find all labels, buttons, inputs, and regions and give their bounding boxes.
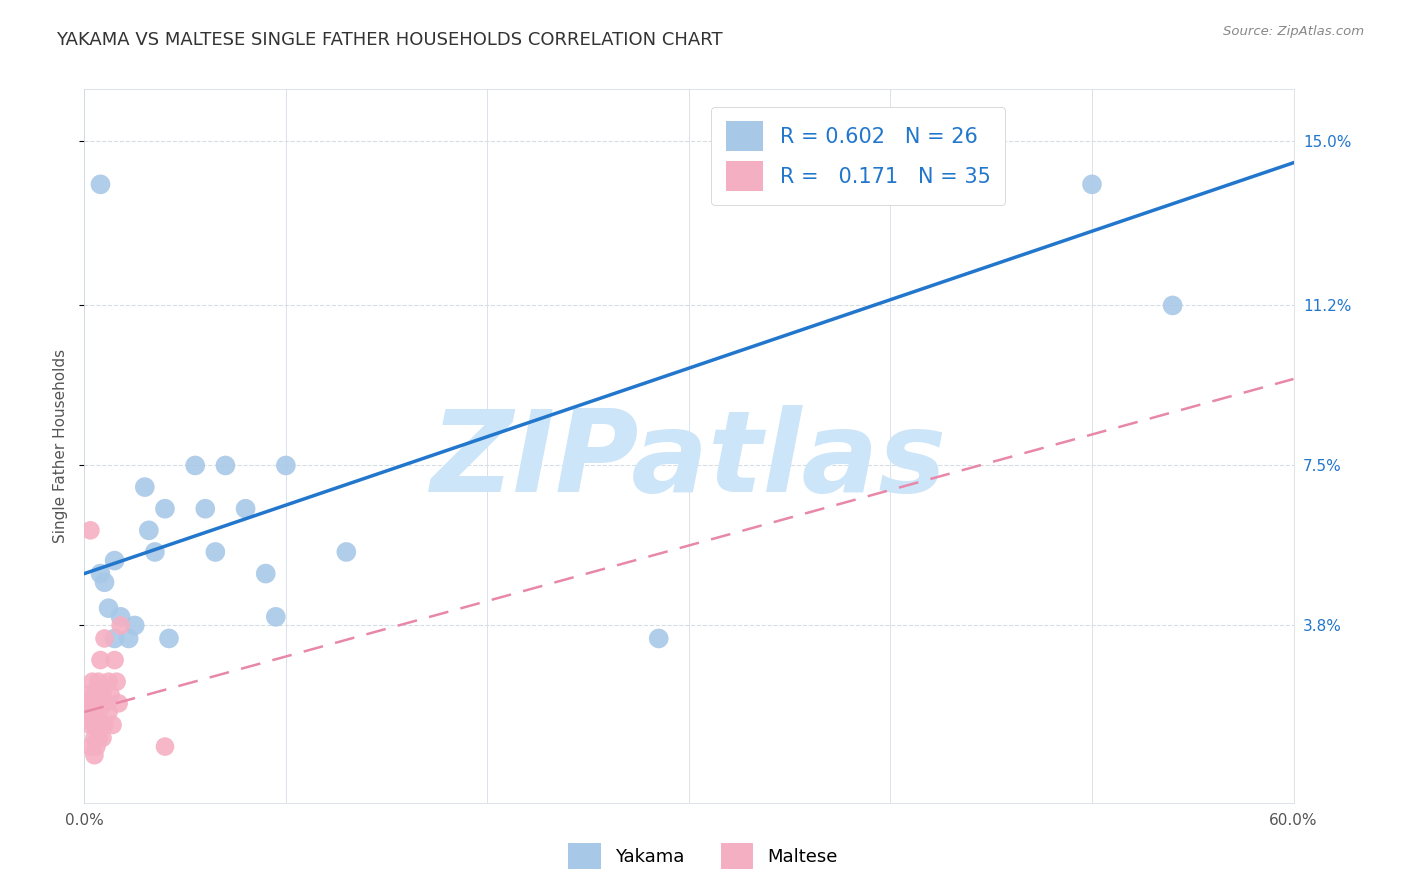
Point (104, 553, 127, 567)
Point (93, 632, 115, 646)
Point (87, 705, 110, 719)
Point (104, 632, 127, 646)
Legend: Yakama, Maltese: Yakama, Maltese (561, 836, 845, 876)
Point (83, 731, 105, 745)
Point (107, 696, 129, 710)
Point (105, 674, 128, 689)
Point (93, 718, 115, 732)
Point (118, 632, 141, 646)
Point (214, 458, 236, 473)
Point (87, 731, 110, 745)
Point (235, 501, 257, 516)
Point (184, 458, 207, 473)
Point (89, 566, 111, 581)
Point (79, 696, 101, 710)
Point (79, 718, 101, 732)
Point (97, 674, 120, 689)
Point (204, 545, 226, 559)
Point (153, 739, 176, 754)
Point (254, 566, 277, 581)
Point (104, 653, 127, 667)
Point (87, 674, 110, 689)
Point (134, 480, 156, 494)
Point (97, 601, 120, 615)
Point (143, 545, 166, 559)
Point (86, 696, 108, 710)
Point (124, 618, 146, 632)
Point (79, 524, 101, 538)
Point (91, 688, 114, 702)
Point (89, 718, 111, 732)
Point (335, 545, 357, 559)
Point (77, 705, 100, 719)
Point (1161, 298, 1184, 312)
Point (110, 618, 132, 632)
Point (93, 575, 115, 590)
Point (138, 524, 160, 538)
Point (274, 458, 297, 473)
Point (86, 718, 108, 732)
Point (89, 696, 111, 710)
Point (100, 688, 122, 702)
Text: ZIPatlas: ZIPatlas (430, 405, 948, 516)
Point (91, 731, 114, 745)
Point (83, 748, 105, 763)
Point (194, 501, 217, 516)
Point (264, 610, 287, 624)
Point (83, 718, 105, 732)
Point (157, 632, 180, 646)
Point (86, 739, 108, 754)
Point (89, 653, 111, 667)
Point (89, 178, 111, 192)
Point (77, 688, 100, 702)
Y-axis label: Single Father Households: Single Father Households (53, 349, 69, 543)
Point (153, 501, 176, 516)
Point (93, 696, 115, 710)
Point (101, 718, 124, 732)
Point (82, 705, 104, 719)
Point (83, 688, 105, 702)
Point (1081, 178, 1104, 192)
Text: YAKAMA VS MALTESE SINGLE FATHER HOUSEHOLDS CORRELATION CHART: YAKAMA VS MALTESE SINGLE FATHER HOUSEHOL… (56, 31, 723, 49)
Point (97, 705, 120, 719)
Point (110, 610, 132, 624)
Point (82, 674, 104, 689)
Text: Source: ZipAtlas.com: Source: ZipAtlas.com (1223, 25, 1364, 38)
Point (79, 739, 101, 754)
Point (648, 632, 671, 646)
Legend: R = 0.602   N = 26, R =   0.171   N = 35: R = 0.602 N = 26, R = 0.171 N = 35 (711, 107, 1005, 205)
